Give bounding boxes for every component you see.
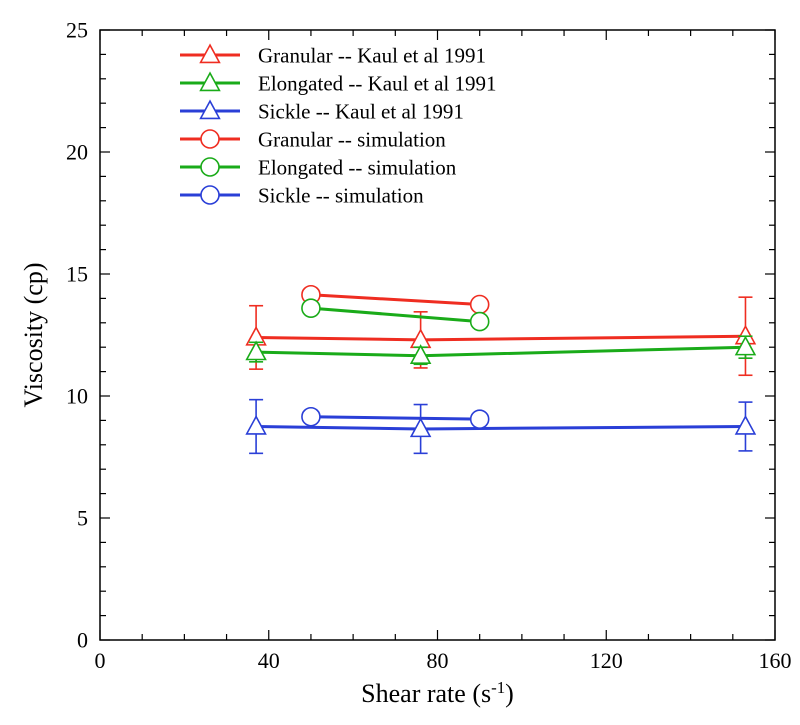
svg-text:0: 0: [95, 648, 106, 673]
legend-label-granular_kaul: Granular -- Kaul et al 1991: [258, 43, 486, 67]
marker-elongated_sim: [471, 313, 489, 331]
svg-text:25: 25: [66, 18, 88, 43]
legend-label-sickle_sim: Sickle -- simulation: [258, 183, 424, 207]
legend-label-elongated_kaul: Elongated -- Kaul et al 1991: [258, 71, 497, 95]
svg-text:10: 10: [66, 384, 88, 409]
chart-svg: 0 40 80 120 160 0 5 10 15 20 25 Shear rate (s-1) Vis…: [0, 0, 800, 725]
svg-text:20: 20: [66, 140, 88, 165]
svg-text:160: 160: [759, 648, 792, 673]
marker-granular_sim: [471, 296, 489, 314]
svg-text:120: 120: [590, 648, 623, 673]
marker-sickle_sim: [471, 410, 489, 428]
svg-text:5: 5: [77, 506, 88, 531]
svg-text:15: 15: [66, 262, 88, 287]
svg-text:80: 80: [427, 648, 449, 673]
y-axis-label: Viscosity (cp): [19, 262, 48, 407]
legend-marker-granular_sim: [201, 130, 219, 148]
marker-sickle_sim: [302, 408, 320, 426]
legend-marker-sickle_sim: [201, 186, 219, 204]
svg-text:0: 0: [77, 628, 88, 653]
marker-elongated_sim: [302, 299, 320, 317]
legend-label-granular_sim: Granular -- simulation: [258, 127, 446, 151]
x-axis-label: Shear rate (s-1): [361, 678, 514, 709]
svg-text:40: 40: [258, 648, 280, 673]
viscosity-chart: 0 40 80 120 160 0 5 10 15 20 25 Shear rate (s-1) Vis…: [0, 0, 800, 725]
legend-marker-elongated_sim: [201, 158, 219, 176]
legend-label-sickle_kaul: Sickle -- Kaul et al 1991: [258, 99, 464, 123]
legend-label-elongated_sim: Elongated -- simulation: [258, 155, 457, 179]
